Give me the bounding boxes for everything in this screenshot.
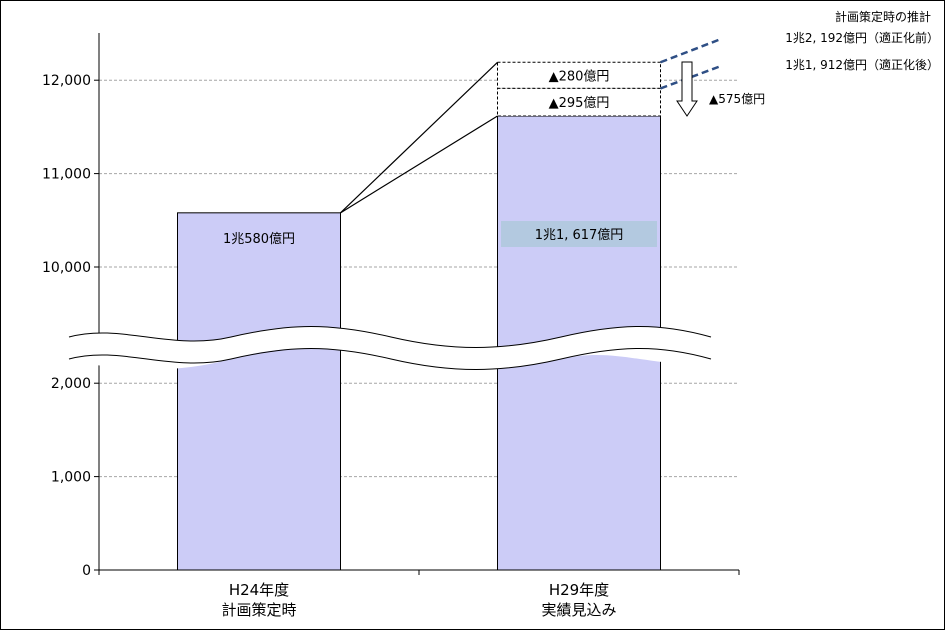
category-label: H29年度 <box>549 581 609 599</box>
bar <box>177 212 341 571</box>
bar-label: 1兆1, 617億円 <box>535 227 624 243</box>
connector-line <box>340 61 498 214</box>
category-label: 実績見込み <box>541 601 616 619</box>
bar-label: 1兆580億円 <box>223 231 295 247</box>
y-tick-label: 11,000 <box>42 167 91 183</box>
down-arrow-icon <box>676 61 698 117</box>
annotation-title: 計画策定時の推計 <box>835 9 931 24</box>
category-label: 計画策定時 <box>221 601 296 619</box>
axis-break-fill <box>69 326 711 370</box>
annotation-before: 1兆2, 192億円（適正化前） <box>785 30 939 45</box>
axes <box>98 33 740 575</box>
y-tick-label: 1,000 <box>51 470 91 486</box>
category-label: H24年度 <box>229 581 289 599</box>
annotation-after: 1兆1, 912億円（適正化後） <box>785 57 939 72</box>
y-ticks: 0 1,000 2,000 10,000 11,000 12,000 <box>42 73 99 579</box>
projection-box <box>497 87 661 117</box>
y-tick-label: 2,000 <box>51 376 91 392</box>
axis-break-line <box>68 326 712 348</box>
axis-break-line <box>68 348 712 370</box>
y-tick-label: 0 <box>82 563 91 579</box>
y-tick-label: 12,000 <box>42 73 91 89</box>
projection: ▲280億円 ▲295億円 <box>340 37 722 214</box>
y-tick-label: 10,000 <box>42 260 91 276</box>
dash-link <box>660 37 722 64</box>
annotations: 計画策定時の推計 1兆2, 192億円（適正化前） 1兆1, 912億円（適正化後）… <box>709 9 939 106</box>
segment-label: ▲280億円 <box>549 68 610 84</box>
annotation-total-diff: ▲575億円 <box>709 92 765 106</box>
segment-label: ▲295億円 <box>549 95 610 111</box>
connector-line <box>340 115 498 214</box>
bar-label-bg <box>501 221 657 247</box>
axis-break <box>68 326 712 370</box>
